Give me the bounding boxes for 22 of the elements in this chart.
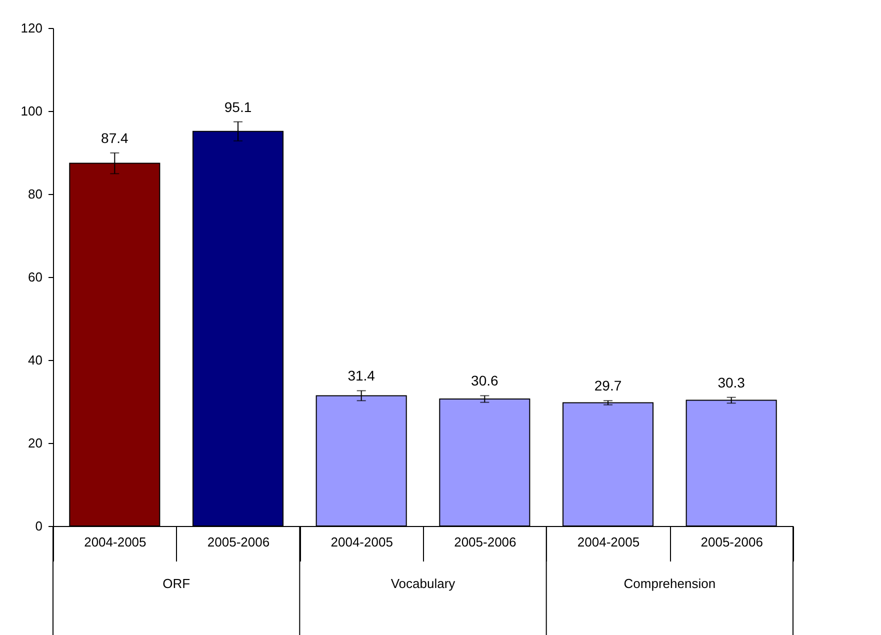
x-tick-label: 2005-2006 <box>700 534 763 550</box>
y-tick-label: 0 <box>35 518 42 534</box>
text: Vocabulary <box>390 576 456 591</box>
x-tick-label: 2004-2005 <box>84 534 146 550</box>
x-tick-label: 2004-2005 <box>577 534 640 550</box>
data-label: 30.3 <box>718 374 746 390</box>
y-tick-label: 40 <box>28 352 42 368</box>
text: ORF <box>162 576 190 591</box>
y-tick-label: 60 <box>28 270 42 284</box>
y-tick-label: 20 <box>28 436 42 450</box>
text: Comprehension <box>624 576 716 591</box>
x-tick-label: 2005-2006 <box>454 534 516 550</box>
data-label: 87.4 <box>101 130 129 146</box>
y-tick-label: 100 <box>20 104 42 118</box>
x-tick-label: 2005-2006 <box>207 534 270 550</box>
data-label: 29.7 <box>594 378 622 394</box>
data-label: 95.1 <box>224 98 252 115</box>
data-label: 30.6 <box>471 372 499 389</box>
x-tick-label: 2004-2005 <box>330 534 393 550</box>
y-tick-label: 80 <box>28 186 42 202</box>
data-label: 31.4 <box>348 368 376 384</box>
y-tick-label: 120 <box>20 20 42 36</box>
